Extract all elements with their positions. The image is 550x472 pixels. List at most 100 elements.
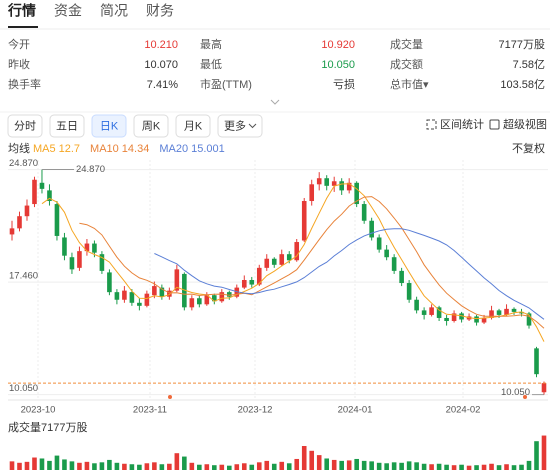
candle-body [167,290,172,297]
ma-legend-value: 15.001 [191,143,225,155]
candle-body [324,178,330,186]
candle-body [92,243,97,253]
period-button[interactable] [217,114,263,138]
tab[interactable]: 行情 [7,3,36,19]
period-button[interactable] [133,114,169,138]
tab[interactable]: 财务 [146,3,174,19]
ma-line [41,183,545,342]
quote-label: 最低 [200,58,222,71]
candle-body [114,292,120,300]
volume-bar [39,458,45,470]
period-button-label[interactable]: 五日 [56,120,78,132]
volume-bar [122,463,127,470]
tab[interactable]: 资金 [54,3,82,19]
tool-label[interactable]: 区间统计 [440,118,484,131]
candle-body [24,205,30,217]
ma-legend-value: 12.7 [59,143,80,155]
period-button[interactable] [175,114,211,138]
candle-body [451,313,457,322]
volume-bar [286,463,292,470]
adjust-toggle[interactable]: 不复权 [512,141,545,155]
candle-body [504,308,509,315]
volume-bar [444,464,449,470]
volume-bar [77,462,82,470]
candle-body [17,216,22,229]
candle-body [264,258,270,268]
candle-body [436,307,442,318]
period-button[interactable] [91,114,127,138]
volume-bar [406,461,412,470]
period-button[interactable] [49,114,85,138]
candle-body [256,267,262,285]
period-button-label[interactable]: 分时 [14,119,36,132]
period-button-label[interactable]: 更多 [224,118,246,132]
quote-value: 7.58亿 [513,58,545,71]
volume-bar [174,453,180,470]
candle-body [84,243,90,252]
expand-chevron[interactable] [270,99,280,105]
candle-body [271,258,277,265]
quote-label: 最高 [200,37,222,51]
quote-value: 10.920 [321,39,355,51]
candle-body [429,307,434,315]
volume-bar [414,462,419,470]
quote-label: 成交额 [390,57,423,71]
event-dot[interactable] [168,395,172,399]
volume-bar [144,463,150,470]
candle-body [534,348,539,375]
volume-bar [496,465,502,470]
candle-body [309,184,315,202]
volume-bar [279,461,285,470]
candle-body [152,286,157,296]
x-tick-label: 2023-10 [21,405,56,416]
volume-bar [391,462,397,470]
volume-bar [519,464,524,470]
volume-bar [436,463,442,470]
y-tick-label: 10.050 [9,383,38,394]
volume-bar [316,455,322,470]
candle-body [526,313,532,326]
min-annotation: 10.050 [501,387,530,398]
event-dot[interactable] [523,395,527,399]
tab[interactable]: 简况 [100,3,128,19]
tool-label[interactable]: 超级视图 [503,117,547,131]
candle-body [39,182,45,189]
volume-bar [264,460,270,470]
candle-body [496,310,502,315]
candle-body [376,237,382,250]
quote-label: 市盈(TTM) [200,77,252,91]
volume-bar [271,463,277,470]
volume-bar [204,464,210,470]
volume-bar [459,464,464,470]
ma-legend-name: MA20 [159,143,188,155]
volume-bar [32,457,37,470]
candle-body [541,383,547,393]
candle-body [226,292,232,297]
candle-body [122,290,127,300]
candle-body [47,190,52,202]
period-button-label[interactable]: 周K [142,119,161,132]
period-button-label[interactable]: 日K [100,120,119,132]
volume-label: 成交量7177万股 [8,420,87,434]
candle-body [189,298,195,308]
volume-bar [481,464,487,470]
x-tick-label: 2023-12 [238,405,273,416]
ma-legend-name: MA5 [33,143,56,155]
candle-body [489,310,494,318]
candle-body [182,273,187,308]
candle-body [107,272,112,293]
volume-bar [54,455,60,470]
max-annotation: 24.870 [76,164,105,175]
volume-bar [399,462,404,470]
candle-body [391,257,397,271]
period-button-label[interactable]: 月K [184,120,203,132]
volume-bar [376,462,382,470]
period-button[interactable] [7,114,43,138]
y-tick-label: 24.870 [9,158,38,169]
ma-legend-value: 14.34 [122,143,150,155]
candle-body [399,270,404,284]
volume-bar [324,458,330,470]
volume-bar [62,459,67,470]
volume-bar [301,446,307,470]
volume-bar [534,441,539,470]
